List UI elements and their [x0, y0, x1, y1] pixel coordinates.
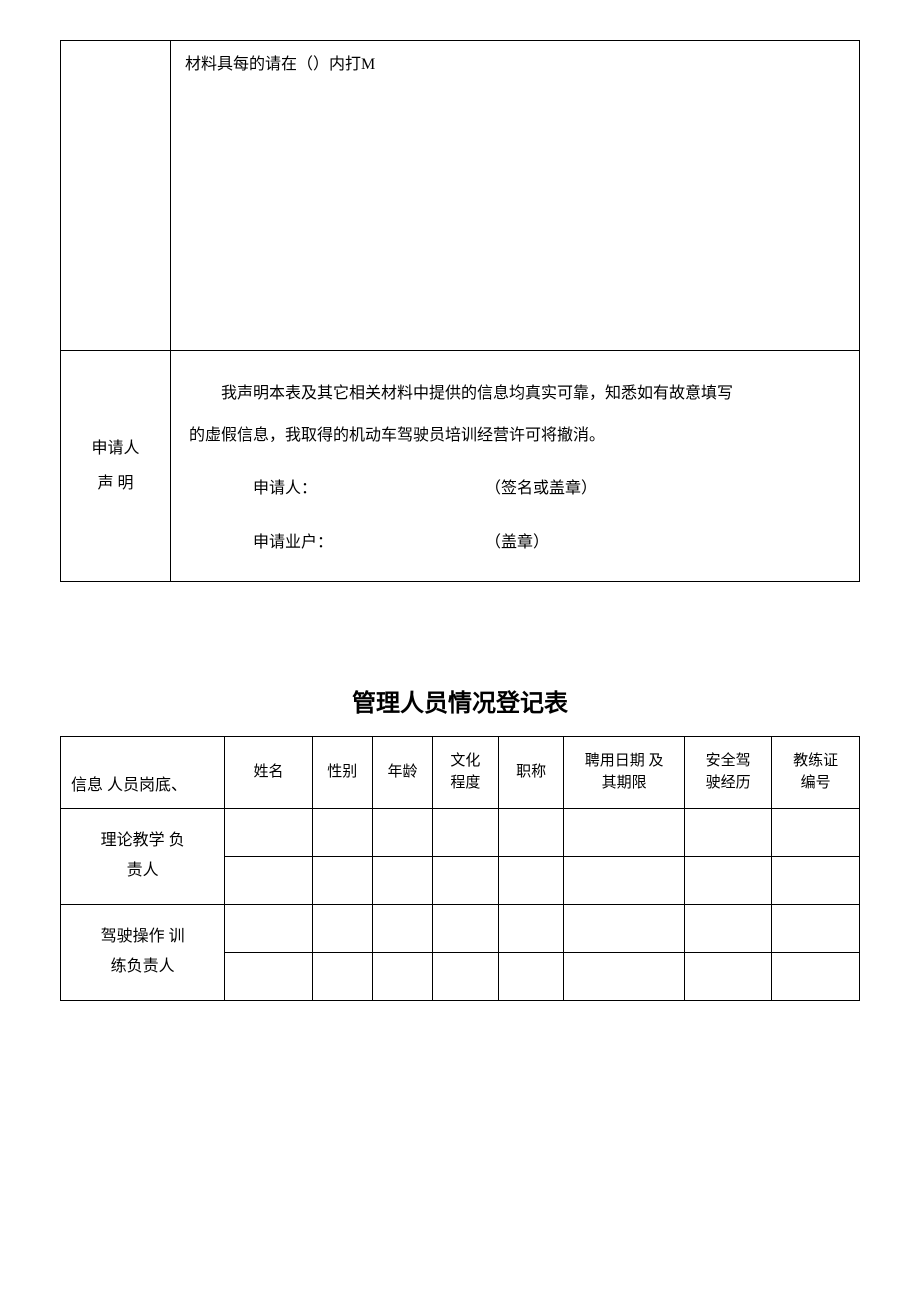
applicant-signature-hint: （签名或盖章） [485, 480, 597, 497]
row-label-driving-trainer: 驾驶操作 训练负责人 [61, 904, 225, 1000]
table-cell [372, 952, 432, 1000]
table-cell [312, 904, 372, 952]
declaration-text-line2: 的虚假信息，我取得的机动车驾驶员培训经营许可将撤消。 [189, 415, 841, 457]
table-cell [225, 904, 313, 952]
table-cell [312, 952, 372, 1000]
table-cell [498, 952, 564, 1000]
header-safe-driving: 安全驾驶经历 [684, 736, 772, 808]
materials-instruction-cell: 材料具每的请在（）内打M [171, 41, 860, 351]
personnel-table-title: 管理人员情况登记表 [60, 682, 860, 725]
table-cell [372, 808, 432, 856]
declaration-label-cell: 申请人 声 明 [61, 351, 171, 582]
table-cell [772, 904, 860, 952]
table-cell [684, 856, 772, 904]
table-cell [225, 808, 313, 856]
table-cell [312, 808, 372, 856]
header-education: 文化程度 [433, 736, 499, 808]
table-cell [684, 952, 772, 1000]
row-label-theory-teacher: 理论教学 负责人 [61, 808, 225, 904]
table-cell [684, 904, 772, 952]
table-cell [564, 952, 684, 1000]
header-sex: 性别 [312, 736, 372, 808]
table-cell [772, 808, 860, 856]
table-cell [433, 904, 499, 952]
table-cell [498, 856, 564, 904]
materials-row-left-cell [61, 41, 171, 351]
applicant-signature-line: 申请人： （签名或盖章） [189, 468, 841, 510]
declaration-text-line1: 我声明本表及其它相关材料中提供的信息均真实可靠，知悉如有故意填写 [189, 373, 841, 415]
table-cell [225, 952, 313, 1000]
table-cell [564, 808, 684, 856]
table-cell [433, 808, 499, 856]
corner-header-text: 信息 人员岗底、 [71, 777, 187, 794]
materials-instruction-text: 材料具每的请在（）内打M [185, 56, 375, 73]
personnel-registration-table: 信息 人员岗底、 姓名 性别 年龄 文化程度 职称 聘用日期 及其期限 安全驾驶… [60, 736, 860, 1001]
declaration-label-line1: 申请人 [91, 440, 139, 457]
table-cell [433, 952, 499, 1000]
header-cert-no: 教练证编号 [772, 736, 860, 808]
header-name: 姓名 [225, 736, 313, 808]
header-title: 职称 [498, 736, 564, 808]
declaration-content-cell: 我声明本表及其它相关材料中提供的信息均真实可靠，知悉如有故意填写 的虚假信息，我… [171, 351, 860, 582]
header-hire-date: 聘用日期 及其期限 [564, 736, 684, 808]
table-cell [772, 952, 860, 1000]
table-cell [498, 808, 564, 856]
business-stamp-hint: （盖章） [485, 534, 549, 551]
declaration-label-line2: 声 明 [97, 475, 133, 492]
table-cell [564, 904, 684, 952]
business-signature-line: 申请业户： （盖章） [189, 522, 841, 564]
table-cell [225, 856, 313, 904]
applicant-label: 申请人： [221, 468, 481, 510]
table-cell [684, 808, 772, 856]
table-cell [372, 904, 432, 952]
table-cell [564, 856, 684, 904]
table-cell [433, 856, 499, 904]
corner-header: 信息 人员岗底、 [61, 736, 225, 808]
business-label: 申请业户： [221, 522, 481, 564]
table-cell [772, 856, 860, 904]
table-cell [312, 856, 372, 904]
table-cell [372, 856, 432, 904]
header-age: 年龄 [372, 736, 432, 808]
table-cell [498, 904, 564, 952]
materials-declaration-table: 材料具每的请在（）内打M 申请人 声 明 我声明本表及其它相关材料中提供的信息均… [60, 40, 860, 582]
